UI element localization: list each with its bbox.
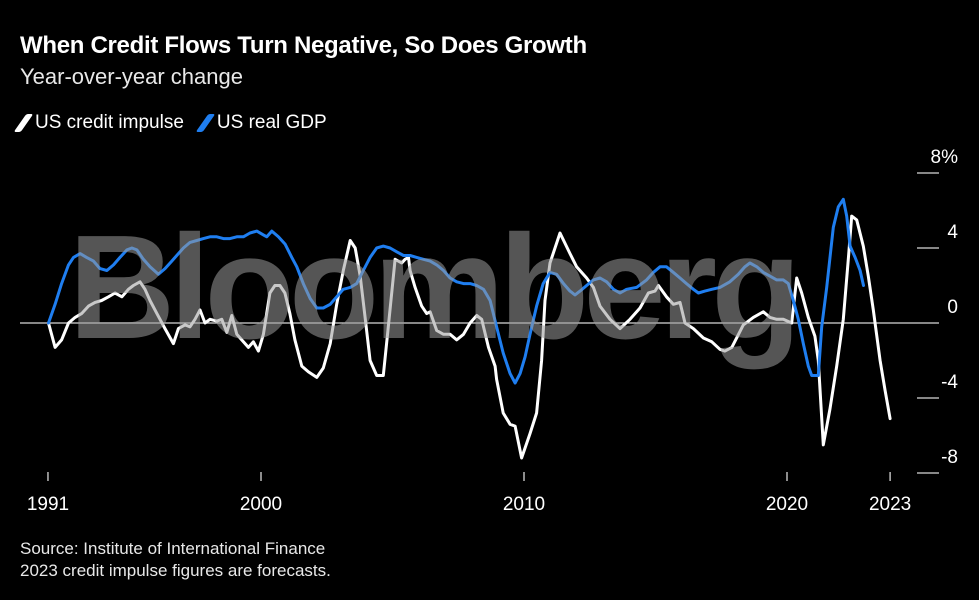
axes: 8% 4 0 -4 -8 1991 2000 2010 2020 2023 — [20, 147, 958, 515]
legend-label-credit-impulse: US credit impulse — [35, 112, 184, 133]
legend: US credit impulse US real GDP — [13, 112, 327, 134]
x-tick-label: 2020 — [766, 494, 808, 515]
series-lines — [47, 197, 892, 460]
chart-title: When Credit Flows Turn Negative, So Does… — [20, 32, 587, 59]
x-tick-label: 1991 — [27, 494, 69, 515]
legend-label-real-gdp: US real GDP — [216, 112, 327, 133]
x-tick-label: 2010 — [503, 494, 545, 515]
chart-subtitle: Year-over-year change — [20, 64, 243, 89]
x-tick-label: 2000 — [240, 494, 282, 515]
y-tick-label: 4 — [947, 222, 958, 243]
source-note: Source: Institute of International Finan… — [20, 539, 326, 558]
y-tick-label: 8% — [931, 147, 959, 168]
series-line-credit-impulse — [47, 214, 892, 460]
legend-item-real-gdp: US real GDP — [195, 112, 327, 134]
bloomberg-watermark: Bloomberg — [68, 205, 795, 370]
y-tick-label: 0 — [947, 297, 958, 318]
forecast-note: 2023 credit impulse figures are forecast… — [20, 561, 331, 580]
x-tick-label: 2023 — [869, 494, 911, 515]
legend-item-credit-impulse: US credit impulse — [13, 112, 184, 134]
series-line-real-gdp — [47, 197, 865, 385]
y-tick-label: -4 — [941, 372, 958, 393]
footer: Source: Institute of International Finan… — [20, 538, 331, 582]
y-tick-label: -8 — [941, 447, 958, 468]
